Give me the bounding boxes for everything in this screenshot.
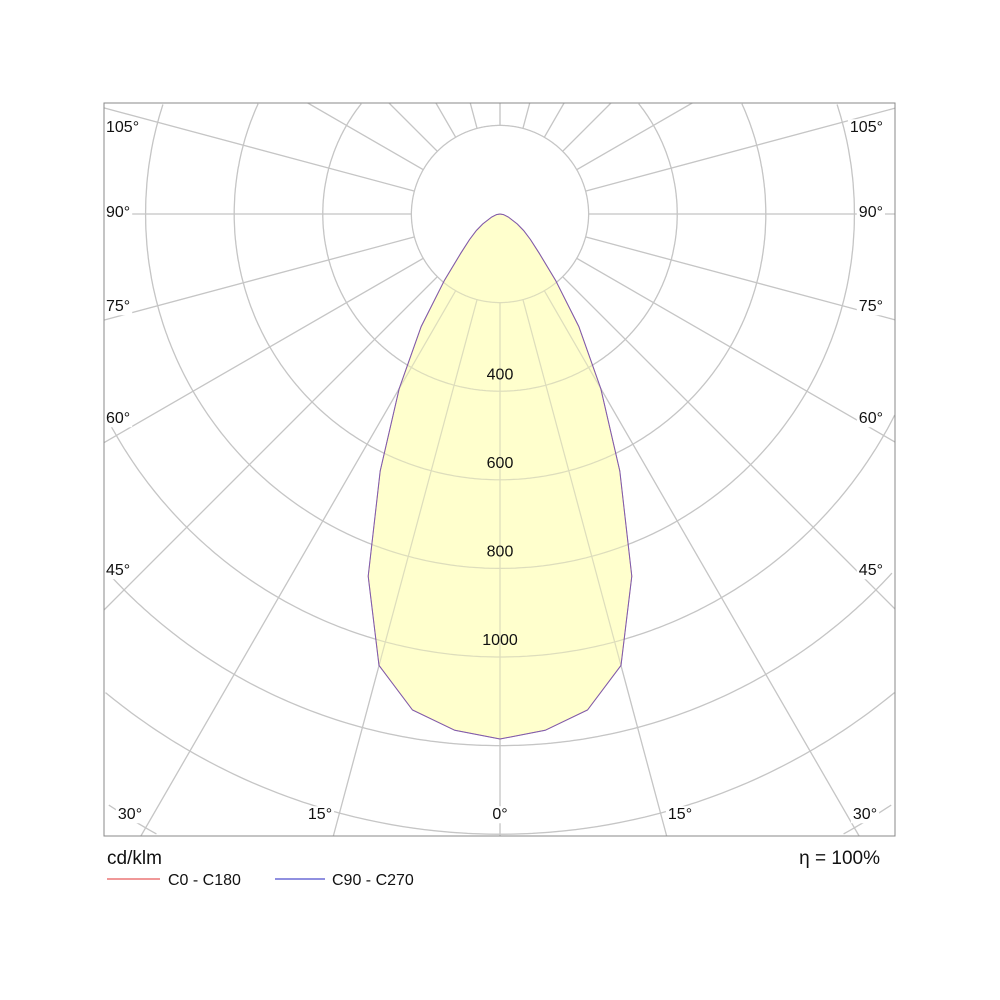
- radial-gridline-overlay: [522, 102, 531, 129]
- radial-gridline-overlay: [576, 102, 693, 171]
- radial-gridline: [585, 236, 896, 321]
- radial-gridline: [103, 236, 415, 321]
- plot-frame: [103, 102, 896, 837]
- radial-gridline: [576, 102, 693, 171]
- radial-gridline-overlay: [103, 107, 415, 192]
- ring-gridline-overlay: [500, 104, 856, 570]
- angle-label-right: 105°: [850, 119, 883, 136]
- radial-gridline: [585, 107, 896, 192]
- radial-gridline-overlay: [585, 236, 896, 321]
- ring-gridline: [104, 569, 500, 747]
- angle-label-left: 45°: [106, 562, 130, 579]
- radial-tick-label: 600: [487, 455, 514, 472]
- ring-gridline-overlay: [500, 103, 767, 481]
- ring-gridline: [500, 692, 895, 835]
- radial-gridline: [562, 102, 612, 152]
- radial-gridline-overlay: [388, 102, 438, 152]
- legend: C0 - C180 C90 - C270: [107, 872, 414, 889]
- ring-gridline-overlay: [500, 572, 893, 747]
- radial-gridline-overlay: [543, 290, 860, 837]
- angle-label-right: 75°: [859, 298, 883, 315]
- ring-gridline-overlay: [500, 692, 895, 835]
- radial-gridline: [388, 102, 438, 152]
- angle-label-bottom: 0°: [492, 806, 507, 823]
- ring-gridline: [410, 124, 590, 304]
- radial-tick-labels: 400 600 800 1000: [482, 366, 518, 649]
- radial-gridline-overlay: [103, 276, 438, 611]
- angle-label-left: 90°: [106, 204, 130, 221]
- ring-gridline-overlay: [104, 569, 500, 747]
- ring-gridline-overlay: [105, 692, 500, 835]
- ring-gridline-overlay: [145, 104, 500, 570]
- angle-label-left: 105°: [106, 119, 139, 136]
- radial-tick-label: 400: [487, 366, 514, 383]
- ring-gridline-overlay: [500, 414, 896, 658]
- radial-gridline-overlay: [332, 299, 478, 837]
- radial-gridline: [562, 276, 896, 610]
- curve-c90-c270: [367, 213, 633, 740]
- radial-tick-label: 800: [487, 544, 514, 561]
- radial-gridline: [576, 257, 896, 443]
- angle-labels: 105° 90° 75° 60° 45° 105° 90° 75° 60° 45° 30° 15° 0°…: [104, 119, 885, 824]
- legend-label-c0-c180: C0 - C180: [168, 872, 241, 889]
- ring-gridline-overlay: [233, 103, 500, 481]
- radial-gridline: [435, 102, 457, 138]
- radial-gridline: [307, 102, 424, 171]
- angle-label-bottom: 15°: [668, 806, 692, 823]
- angle-label-right: 90°: [859, 204, 883, 221]
- radial-gridline-overlay: [469, 102, 478, 129]
- legend-label-c90-c270: C90 - C270: [332, 872, 414, 889]
- intensity-curves: [103, 102, 896, 837]
- intensity-fill: [368, 214, 632, 739]
- radial-gridline-overlay: [307, 102, 424, 171]
- radial-gridline: [103, 107, 415, 192]
- radial-gridline-overlay: [140, 290, 457, 837]
- radial-gridline: [543, 102, 565, 138]
- radial-gridline-overlay: [562, 102, 612, 152]
- radial-gridline-overlay: [103, 236, 415, 321]
- radial-gridline-overlay: [562, 276, 896, 610]
- radial-gridline-overlay: [585, 107, 896, 192]
- radial-gridline-overlay: [576, 257, 896, 443]
- radial-gridline-overlay: [522, 299, 668, 837]
- angle-label-bottom: 30°: [853, 806, 877, 823]
- ring-gridline: [105, 692, 500, 835]
- ring-gridline-overlay: [104, 414, 500, 658]
- unit-label: cd/klm: [107, 848, 162, 869]
- ring-gridline-overlay: [500, 103, 678, 392]
- radial-gridline: [103, 276, 438, 611]
- radial-gridline: [469, 102, 478, 129]
- radial-gridline-overlay: [543, 102, 565, 138]
- radial-gridline-overlay: [103, 257, 424, 444]
- ring-gridline-overlay: [410, 124, 590, 304]
- radial-tick-label: 1000: [482, 632, 518, 649]
- radial-gridline: [522, 102, 531, 129]
- ring-gridline: [500, 572, 893, 747]
- radial-gridline: [103, 257, 424, 444]
- radial-gridline-overlay: [435, 102, 457, 138]
- angle-label-left: 75°: [106, 298, 130, 315]
- angle-label-bottom: 15°: [308, 806, 332, 823]
- angle-label-bottom: 30°: [118, 806, 142, 823]
- angle-label-right: 60°: [859, 410, 883, 427]
- efficiency-label: η = 100%: [799, 848, 880, 869]
- angle-label-left: 60°: [106, 410, 130, 427]
- ring-gridline-overlay: [322, 103, 500, 392]
- angle-label-right: 45°: [859, 562, 883, 579]
